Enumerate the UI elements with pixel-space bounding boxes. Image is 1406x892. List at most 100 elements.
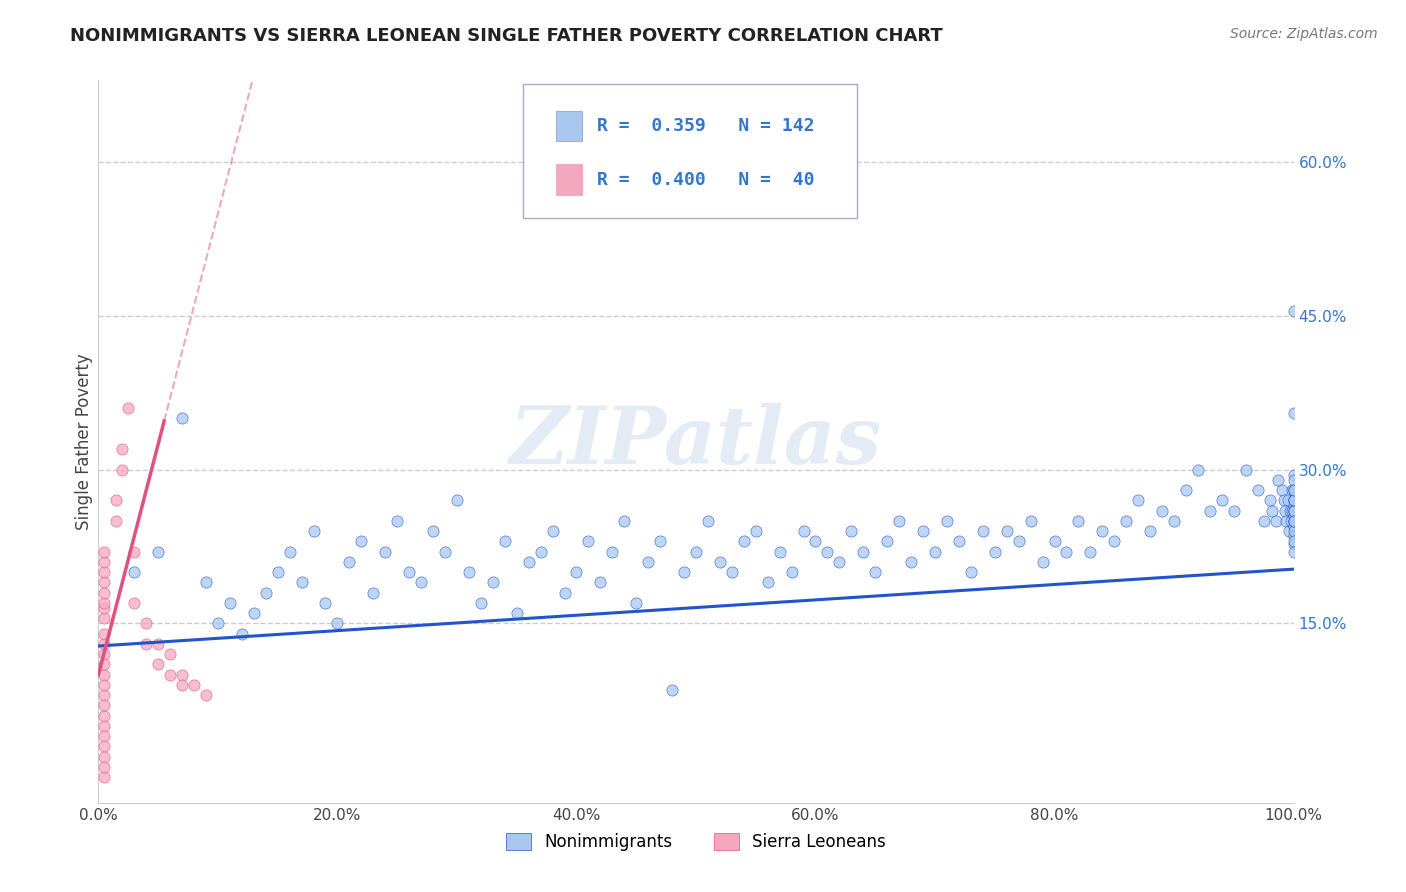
Point — [589, 575, 612, 590]
Point — [1282, 536, 1305, 550]
Point — [995, 524, 1018, 539]
Point — [398, 565, 420, 579]
Point — [1008, 534, 1031, 549]
Point — [1281, 504, 1303, 518]
Point — [1253, 514, 1275, 528]
Point — [117, 401, 139, 416]
Point — [1282, 514, 1305, 528]
Point — [93, 545, 115, 559]
Point — [124, 596, 146, 610]
Point — [267, 565, 290, 579]
Point — [1282, 504, 1305, 518]
Point — [1267, 473, 1289, 487]
Point — [554, 585, 576, 599]
Point — [93, 626, 115, 640]
Point — [900, 555, 922, 569]
Point — [721, 565, 744, 579]
Point — [1271, 483, 1294, 498]
Point — [1282, 483, 1305, 498]
Point — [1279, 514, 1302, 528]
Point — [1282, 524, 1305, 539]
Point — [93, 555, 115, 569]
Point — [93, 647, 115, 661]
Point — [148, 657, 170, 672]
Point — [111, 442, 134, 457]
Point — [93, 575, 115, 590]
Point — [1080, 545, 1102, 559]
Point — [481, 575, 505, 590]
Point — [1282, 545, 1305, 559]
Point — [105, 493, 128, 508]
Point — [195, 575, 218, 590]
Point — [172, 411, 194, 425]
Point — [1282, 508, 1305, 523]
Point — [948, 534, 970, 549]
Point — [363, 585, 385, 599]
Point — [434, 545, 457, 559]
Point — [876, 534, 898, 549]
Point — [315, 596, 337, 610]
Point — [339, 555, 361, 569]
Point — [1019, 514, 1042, 528]
Point — [278, 545, 301, 559]
Point — [541, 524, 564, 539]
FancyBboxPatch shape — [557, 164, 582, 194]
Point — [1282, 473, 1305, 487]
Point — [374, 545, 396, 559]
Point — [626, 596, 648, 610]
Point — [852, 545, 875, 559]
Point — [326, 616, 349, 631]
Text: ZIPatlas: ZIPatlas — [510, 403, 882, 480]
Point — [1264, 514, 1286, 528]
Point — [93, 667, 115, 681]
Point — [1275, 514, 1298, 528]
Point — [93, 719, 115, 733]
Point — [1139, 524, 1161, 539]
Point — [148, 637, 170, 651]
Point — [841, 524, 863, 539]
Y-axis label: Single Father Poverty: Single Father Poverty — [75, 353, 93, 530]
Point — [385, 514, 409, 528]
FancyBboxPatch shape — [523, 84, 858, 218]
Point — [1032, 555, 1054, 569]
Point — [637, 555, 659, 569]
Point — [865, 565, 887, 579]
Point — [1282, 504, 1305, 518]
Point — [422, 524, 444, 539]
Point — [815, 545, 838, 559]
Point — [1091, 524, 1114, 539]
Point — [1282, 519, 1305, 533]
Point — [1282, 514, 1305, 528]
Point — [93, 601, 115, 615]
Point — [1175, 483, 1198, 498]
Point — [93, 565, 115, 579]
Point — [960, 565, 983, 579]
Point — [93, 739, 115, 754]
Point — [804, 534, 827, 549]
Point — [93, 637, 115, 651]
Point — [889, 514, 911, 528]
Point — [1247, 483, 1270, 498]
Point — [93, 770, 115, 784]
Point — [911, 524, 934, 539]
Point — [1274, 504, 1296, 518]
Text: R =  0.400   N =  40: R = 0.400 N = 40 — [596, 170, 814, 189]
Point — [93, 678, 115, 692]
Point — [517, 555, 540, 569]
Point — [159, 647, 181, 661]
Point — [733, 534, 755, 549]
Point — [793, 524, 815, 539]
Point — [709, 555, 731, 569]
Point — [613, 514, 636, 528]
Point — [93, 596, 115, 610]
Point — [135, 616, 157, 631]
Point — [135, 637, 157, 651]
Point — [243, 606, 266, 620]
Point — [470, 596, 492, 610]
Point — [984, 545, 1007, 559]
Point — [1282, 467, 1305, 482]
Point — [1278, 524, 1301, 539]
Point — [1261, 504, 1284, 518]
Point — [1282, 534, 1305, 549]
Point — [148, 545, 170, 559]
